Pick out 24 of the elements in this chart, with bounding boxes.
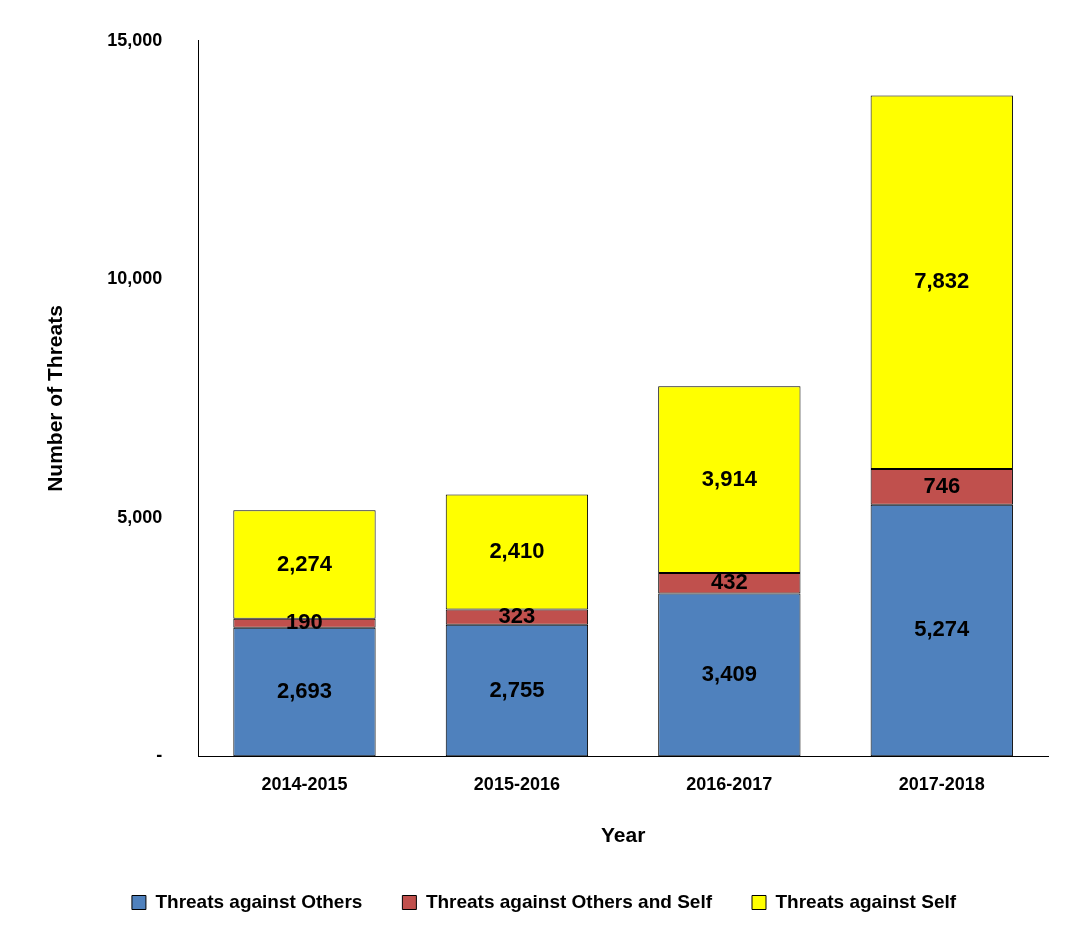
data-label: 7,832 bbox=[914, 268, 970, 294]
y-tick-label: 5,000 bbox=[117, 506, 163, 527]
x-tick-label: 2014-2015 bbox=[261, 773, 348, 794]
data-label: 3,914 bbox=[701, 465, 758, 491]
data-label: 432 bbox=[710, 569, 748, 595]
x-tick-label: 2016-2017 bbox=[686, 773, 773, 794]
x-tick-label: 2015-2016 bbox=[473, 773, 560, 794]
legend-label: Threats against Others bbox=[155, 890, 363, 912]
legend-label: Threats against Others and Self bbox=[425, 890, 713, 912]
x-tick-label: 2017-2018 bbox=[898, 773, 985, 794]
data-label: 2,693 bbox=[276, 678, 332, 704]
x-axis-title: Year bbox=[600, 823, 646, 847]
data-label: 746 bbox=[923, 472, 961, 498]
y-tick-label: 15,000 bbox=[107, 29, 163, 50]
data-label: 323 bbox=[498, 603, 536, 629]
y-tick-label: 10,000 bbox=[107, 268, 163, 289]
data-label: 5,274 bbox=[914, 616, 971, 642]
data-label: 3,409 bbox=[701, 660, 757, 686]
data-label: 2,410 bbox=[489, 537, 545, 563]
data-label: 2,755 bbox=[489, 676, 545, 702]
legend-label: Threats against Self bbox=[775, 890, 957, 912]
y-axis-title: Number of Threats bbox=[43, 305, 67, 492]
y-tick-label: - bbox=[156, 745, 163, 766]
data-label: 2,274 bbox=[276, 550, 333, 576]
